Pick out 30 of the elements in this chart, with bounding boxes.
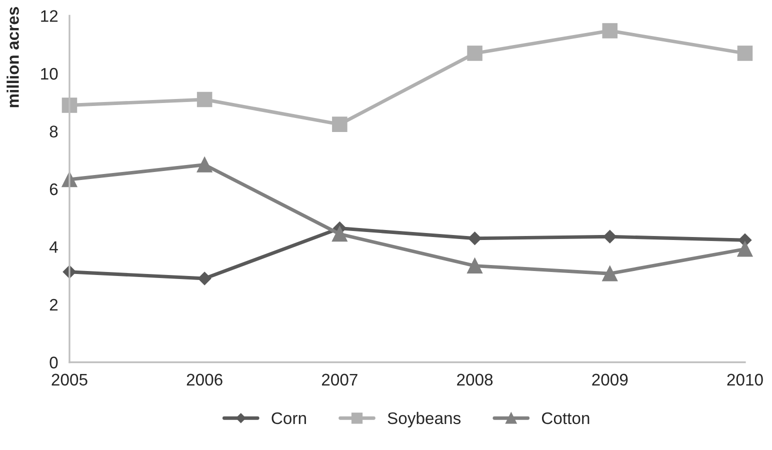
- point: [603, 230, 616, 244]
- point: [602, 23, 618, 38]
- x-tick-label: 2010: [727, 374, 763, 386]
- point: [737, 46, 753, 61]
- x-tick-label: 2009: [592, 374, 628, 386]
- y-tick-label: 12: [41, 10, 58, 22]
- x-tick-label: 2005: [52, 374, 88, 386]
- point: [198, 272, 212, 286]
- point: [737, 241, 753, 257]
- point: [468, 232, 482, 245]
- y-tick-label: 8: [50, 126, 58, 138]
- point: [196, 92, 212, 108]
- x-tick-label: 2007: [322, 374, 358, 386]
- legend-label: Soybeans: [388, 412, 461, 428]
- x-tick-label: 2006: [186, 374, 222, 386]
- y-tick-label: 0: [50, 356, 58, 368]
- point: [602, 266, 618, 282]
- y-axis-title: million acres: [6, 7, 19, 108]
- point: [467, 46, 482, 61]
- point: [196, 157, 212, 172]
- point: [332, 116, 348, 132]
- x-tick-label: 2008: [457, 374, 493, 386]
- y-tick-label: 2: [50, 298, 58, 311]
- point: [332, 226, 348, 242]
- y-tick-label: 10: [41, 68, 58, 80]
- y-tick-label: 4: [49, 241, 58, 253]
- legend-label: Cotton: [542, 412, 590, 424]
- y-tick-label: 6: [50, 183, 58, 196]
- point: [467, 258, 482, 274]
- legend-label: Corn: [272, 412, 306, 424]
